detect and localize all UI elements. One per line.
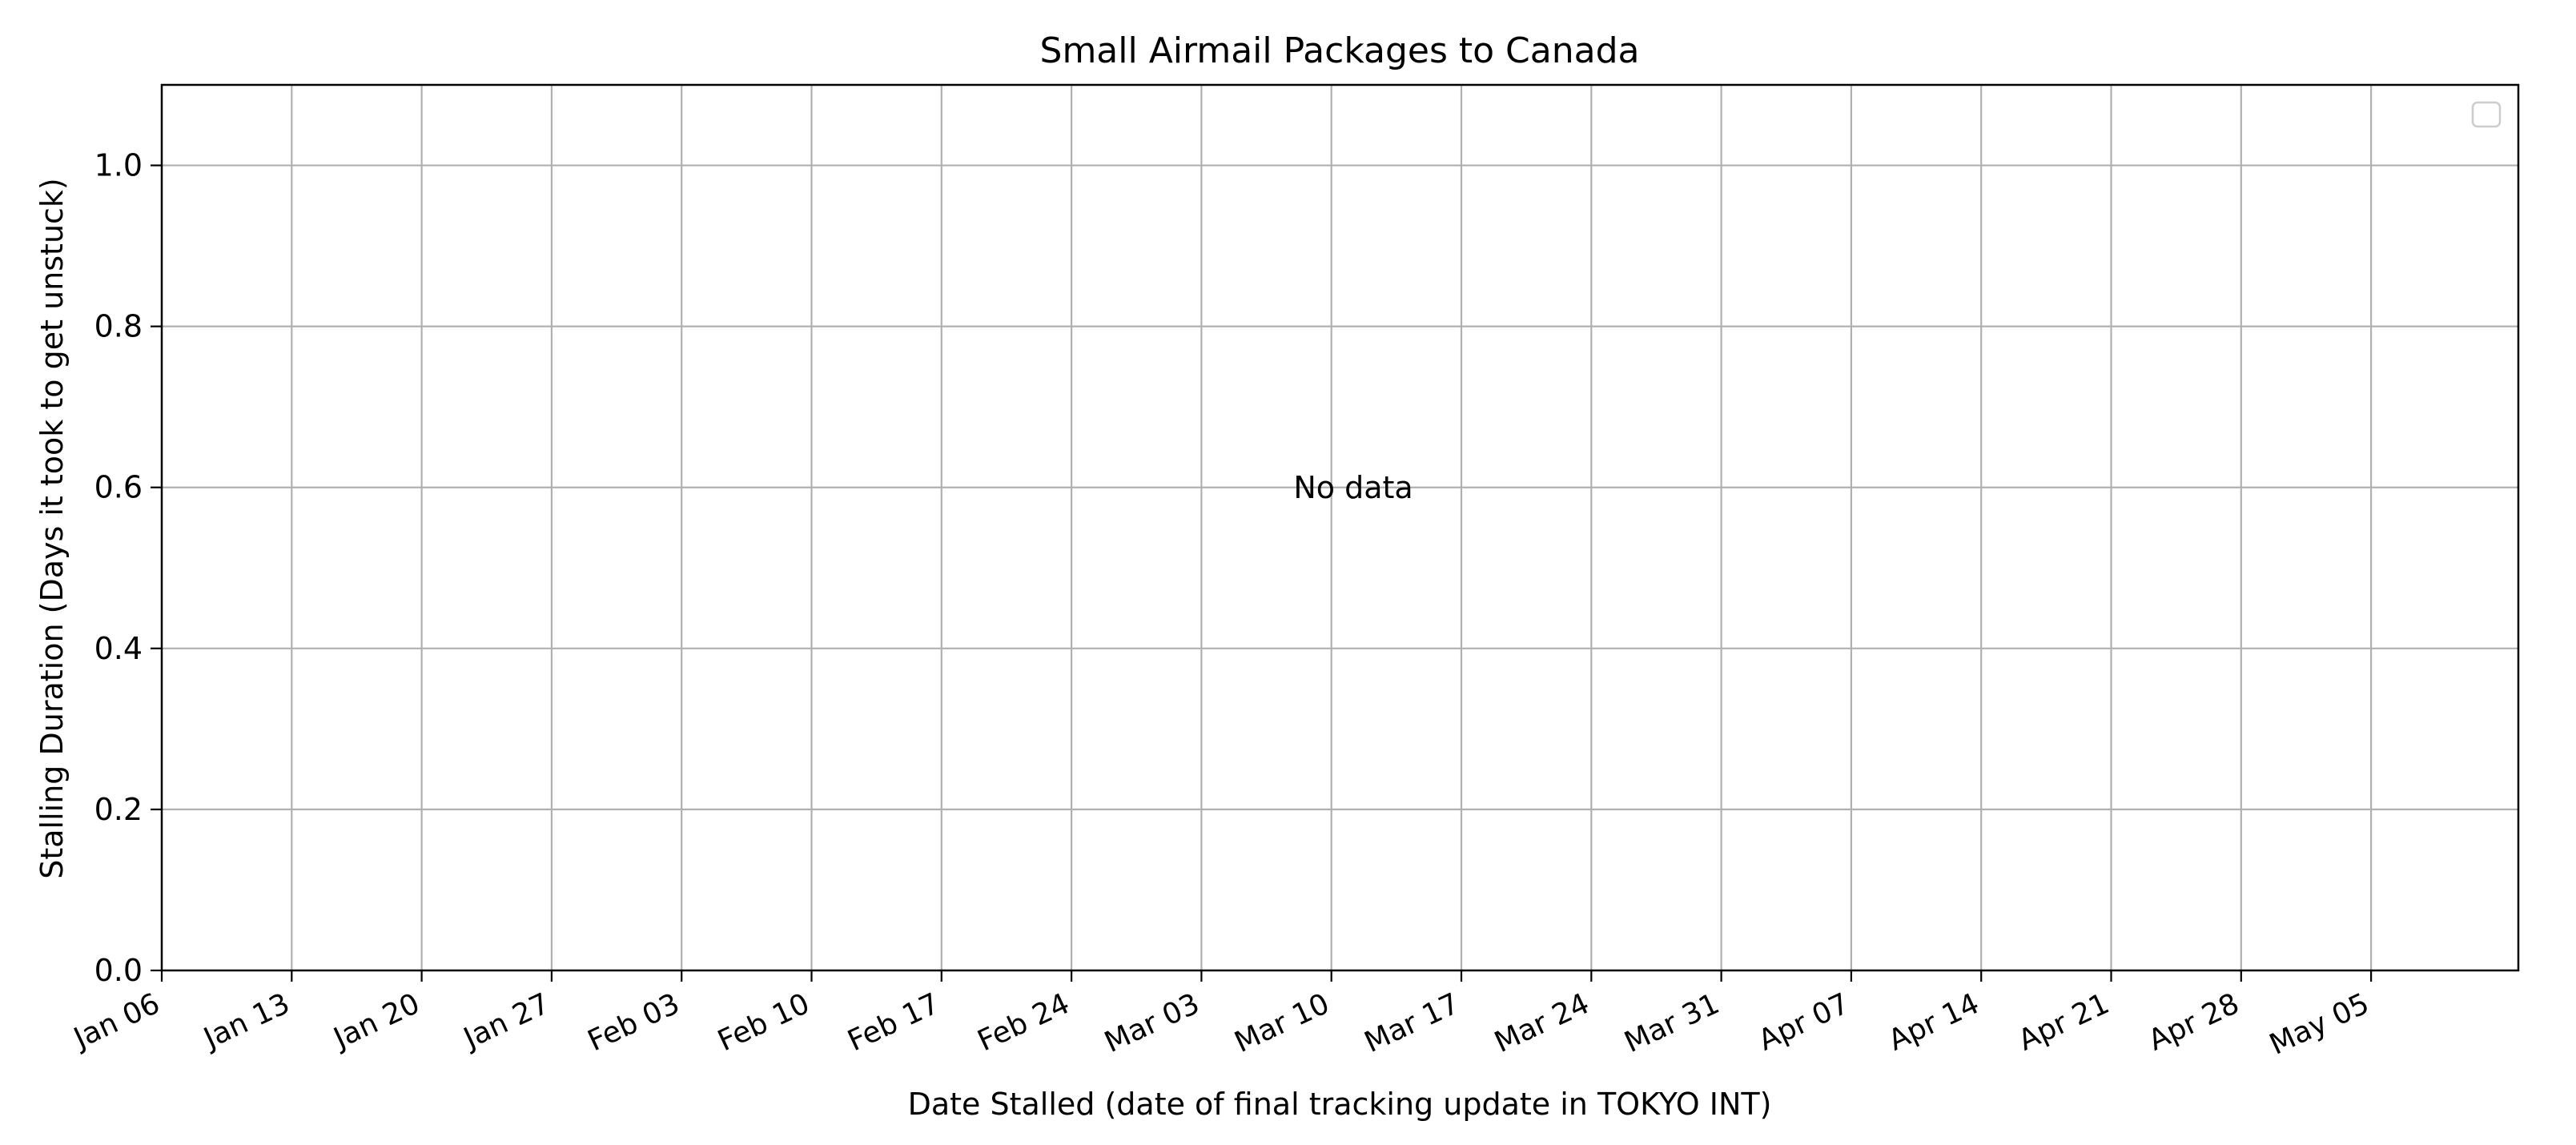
x-tick-label: Mar 31 — [1620, 987, 1725, 1059]
x-tick-label: Mar 03 — [1099, 987, 1204, 1059]
no-data-annotation: No data — [1293, 470, 1413, 505]
legend-box — [2471, 101, 2502, 128]
x-tick-label: Apr 28 — [2144, 987, 2244, 1058]
x-tick-label: May 05 — [2265, 987, 2374, 1062]
grid-lines — [162, 85, 2518, 970]
y-tick-label: 0.2 — [94, 792, 143, 827]
x-tick-label: Feb 10 — [713, 987, 814, 1058]
x-tick-label: Jan 27 — [457, 987, 554, 1056]
y-tick-label: 0.6 — [94, 470, 143, 505]
y-tick-label: 1.0 — [94, 148, 143, 183]
x-tick-label: Mar 17 — [1360, 987, 1465, 1059]
x-tick-label: Feb 24 — [973, 987, 1075, 1058]
x-tick-label: Mar 10 — [1230, 987, 1335, 1059]
x-axis-label: Date Stalled (date of final tracking upd… — [908, 1087, 1772, 1122]
axis-ticks: Jan 06 Jan 13 Jan 20 Jan 27 Feb 03 Feb 10 Feb … — [67, 148, 2373, 1062]
plot-area-frame — [160, 83, 2520, 972]
y-axis-label: Stalling Duration (Days it took to get u… — [34, 178, 70, 879]
x-tick-label: Apr 21 — [2014, 987, 2115, 1058]
x-tick-label: Jan 06 — [67, 987, 164, 1056]
x-tick-label: Mar 24 — [1489, 987, 1594, 1059]
chart-title: Small Airmail Packages to Canada — [1040, 30, 1640, 71]
x-tick-label: Jan 20 — [328, 987, 424, 1056]
y-tick-label: 0.4 — [94, 631, 143, 666]
x-tick-label: Feb 03 — [583, 987, 685, 1058]
y-tick-label: 0.0 — [94, 953, 143, 988]
y-tick-label: 0.8 — [94, 309, 143, 344]
x-tick-label: Apr 14 — [1883, 987, 1984, 1058]
x-tick-label: Feb 17 — [843, 987, 945, 1058]
x-tick-label: Jan 13 — [198, 987, 295, 1056]
x-tick-label: Apr 07 — [1754, 987, 1855, 1058]
